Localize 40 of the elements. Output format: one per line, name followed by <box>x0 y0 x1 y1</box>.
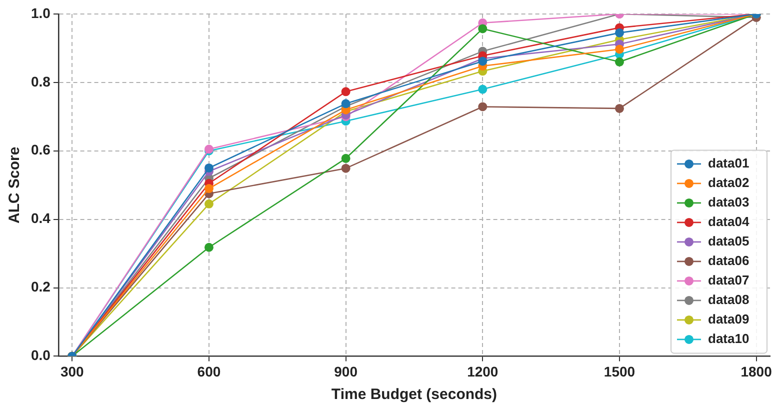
point <box>614 57 624 66</box>
legend-label: data03 <box>708 194 750 210</box>
y-axis-title: ALC Score <box>6 146 24 224</box>
point <box>478 102 488 112</box>
legend-label: data06 <box>708 253 750 268</box>
point <box>614 104 624 113</box>
point <box>204 184 214 194</box>
point <box>341 87 350 96</box>
point <box>204 199 214 208</box>
point <box>478 84 488 94</box>
point <box>341 164 350 173</box>
legend-label: data01 <box>708 156 750 171</box>
legend-label: data05 <box>708 234 750 249</box>
y-tick-label: 0.4 <box>30 210 51 226</box>
legend-label: data08 <box>708 292 750 308</box>
y-tick-label: 0.2 <box>30 278 51 295</box>
y-tick-label: 0.6 <box>30 142 51 158</box>
point <box>478 56 488 66</box>
x-tick-label: 900 <box>334 363 358 380</box>
y-tick-label: 0.0 <box>30 347 51 364</box>
y-tick-label: 0.8 <box>30 73 51 90</box>
legend-label: data04 <box>708 214 750 230</box>
x-tick-label: 1500 <box>604 363 636 380</box>
point <box>341 99 350 108</box>
x-axis-title: Time Budget (seconds) <box>331 386 498 404</box>
x-tick-label: 600 <box>197 363 221 380</box>
y-tick-label: 1.0 <box>30 4 51 21</box>
x-tick-label: 1800 <box>740 363 772 380</box>
point <box>614 28 624 38</box>
legend-label: data10 <box>708 331 750 346</box>
x-tick-label: 300 <box>60 363 84 380</box>
point <box>614 44 624 54</box>
legend-label: data02 <box>708 175 750 190</box>
legend-label: data07 <box>708 272 750 288</box>
point <box>341 154 350 163</box>
point <box>478 24 488 34</box>
legend-label: data09 <box>708 312 750 327</box>
x-tick-label: 1200 <box>467 363 498 380</box>
point <box>204 242 214 252</box>
point <box>204 163 214 172</box>
